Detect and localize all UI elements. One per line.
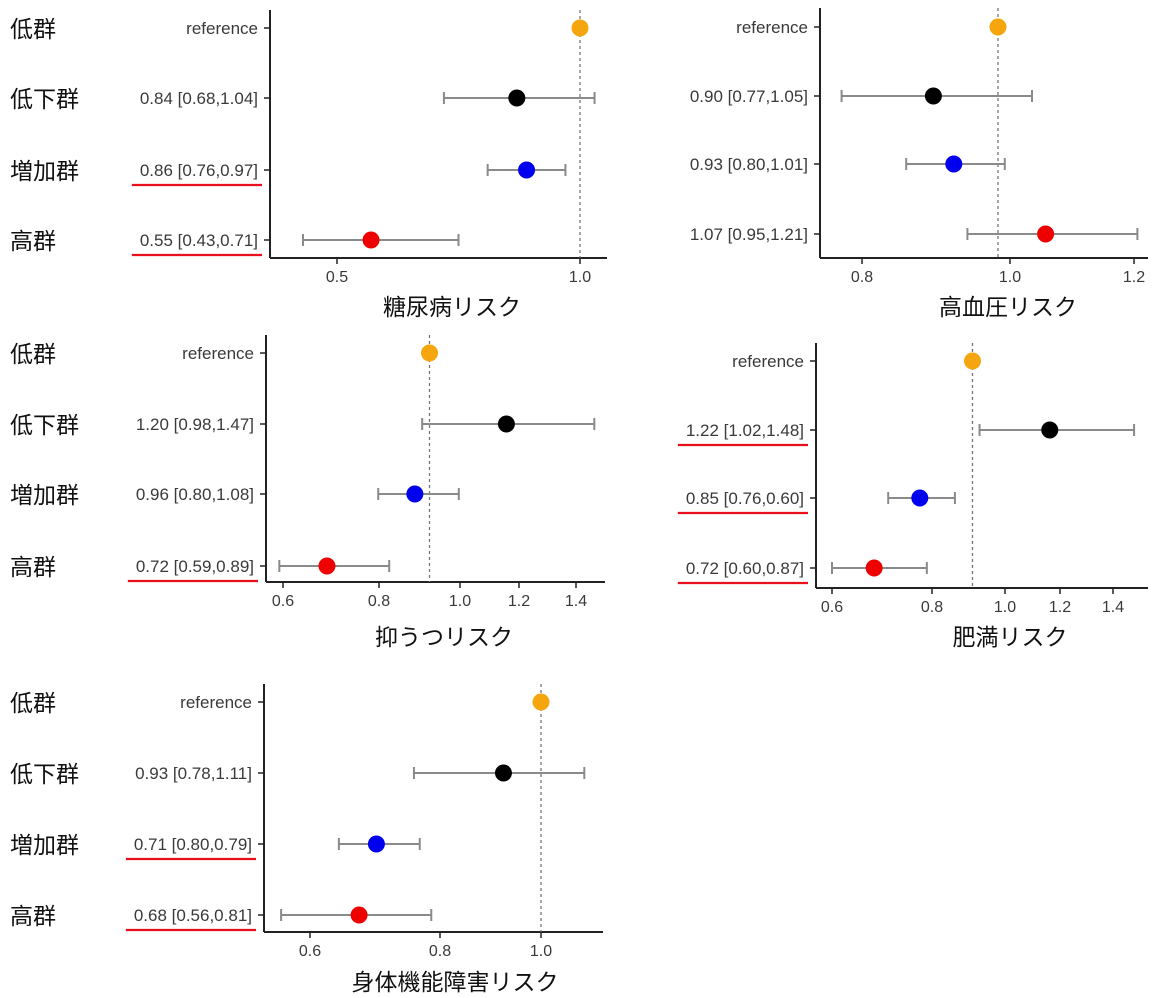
- row-label: 0.55 [0.43,0.71]: [140, 231, 258, 250]
- group-label: 低群: [10, 342, 56, 368]
- x-tick-label: 1.2: [508, 593, 530, 610]
- group-label: 低下群: [10, 762, 79, 788]
- point-estimate: [421, 344, 438, 362]
- point-estimate: [924, 87, 942, 105]
- point-estimate: [1037, 225, 1055, 243]
- x-tick-label: 1.2: [1049, 599, 1071, 616]
- group-label: 高群: [10, 904, 56, 930]
- point-estimate: [964, 352, 981, 370]
- x-axis-title: 肥満リスク: [953, 625, 1068, 651]
- point-estimate: [362, 231, 380, 249]
- row-label: 0.72 [0.60,0.87]: [686, 559, 804, 578]
- group-label: 高群: [10, 555, 56, 581]
- row-label: reference: [736, 18, 808, 37]
- x-tick-label: 0.6: [299, 943, 321, 960]
- point-estimate: [508, 89, 526, 107]
- point-estimate: [989, 18, 1007, 36]
- x-tick-label: 1.0: [530, 943, 552, 960]
- group-label: 増加群: [10, 833, 79, 859]
- group-label: 増加群: [10, 483, 79, 509]
- point-estimate: [350, 906, 368, 924]
- x-tick-label: 0.6: [821, 599, 843, 616]
- point-estimate: [494, 764, 512, 782]
- point-estimate: [1041, 421, 1059, 439]
- x-tick-label: 0.8: [429, 943, 451, 960]
- row-label: 0.86 [0.76,0.97]: [140, 161, 258, 180]
- x-axis-title: 抑うつリスク: [375, 625, 513, 651]
- x-tick-label: 1.0: [999, 269, 1021, 286]
- group-label: 低下群: [10, 413, 79, 439]
- x-axis-title: 高血圧リスク: [939, 295, 1077, 321]
- x-axis-title: 糖尿病リスク: [383, 295, 521, 321]
- forest-panel-5: 0.6 0.8 1.0 身体機能障害リスク reference 低群 0.93 [0.78,…: [10, 684, 603, 996]
- row-label: reference: [180, 693, 252, 712]
- row-label: reference: [182, 344, 254, 363]
- point-estimate: [318, 557, 336, 575]
- row-label: 0.71 [0.80,0.79]: [134, 835, 252, 854]
- row-label: 0.96 [0.80,1.08]: [136, 485, 254, 504]
- row-label: 0.93 [0.78,1.11]: [135, 764, 252, 783]
- group-label: 低群: [10, 17, 56, 43]
- forest-panel-1: 0.5 1.0 糖尿病リスク reference 低群 0.84 [0.68,1.04] 低…: [10, 10, 607, 321]
- group-label: 高群: [10, 229, 56, 255]
- row-label: 1.22 [1.02,1.48]: [686, 421, 804, 440]
- row-label: reference: [186, 19, 258, 38]
- row-label: 1.20 [0.98,1.47]: [136, 415, 254, 434]
- point-estimate: [911, 489, 929, 507]
- row-label: 0.72 [0.59,0.89]: [136, 557, 254, 576]
- x-axis-title: 身体機能障害リスク: [352, 970, 559, 996]
- point-estimate: [865, 559, 883, 577]
- forest-panel-4: 0.6 0.8 1.0 1.2 1.4 肥満リスク reference 1.22 [1.02,…: [677, 343, 1148, 651]
- x-tick-label: 1.4: [1102, 599, 1124, 616]
- point-estimate: [571, 19, 589, 37]
- x-tick-label: 0.5: [326, 269, 348, 286]
- group-label: 増加群: [10, 159, 79, 185]
- point-estimate: [532, 693, 550, 711]
- x-tick-label: 1.4: [565, 593, 587, 610]
- row-label: 0.93 [0.80,1.01]: [690, 155, 808, 174]
- x-tick-label: 1.0: [994, 599, 1016, 616]
- row-label: 0.68 [0.56,0.81]: [134, 906, 252, 925]
- group-label: 低下群: [10, 87, 79, 113]
- x-tick-label: 1.0: [569, 269, 591, 286]
- row-label: 0.84 [0.68,1.04]: [140, 89, 258, 108]
- forest-panel-2: 0.8 1.0 1.2 高血圧リスク reference 0.90 [0.77,1.05]…: [690, 8, 1148, 321]
- point-estimate: [497, 415, 515, 433]
- x-tick-label: 0.6: [272, 593, 294, 610]
- x-tick-label: 1.2: [1123, 269, 1145, 286]
- row-label: 0.90 [0.77,1.05]: [690, 87, 808, 106]
- row-label: reference: [732, 352, 804, 371]
- row-label: 0.85 [0.76,0.60]: [686, 489, 804, 508]
- x-tick-label: 0.8: [921, 599, 943, 616]
- group-label: 低群: [10, 691, 56, 717]
- x-tick-label: 1.0: [449, 593, 471, 610]
- point-estimate: [367, 835, 385, 853]
- point-estimate: [406, 485, 424, 503]
- forest-panel-3: 0.6 0.8 1.0 1.2 1.4 抑うつリスク reference 低群 1.20 [0.…: [10, 335, 605, 651]
- x-tick-label: 0.8: [851, 269, 873, 286]
- point-estimate: [518, 161, 536, 179]
- point-estimate: [945, 155, 963, 173]
- x-tick-label: 0.8: [368, 593, 390, 610]
- row-label: 1.07 [0.95,1.21]: [690, 225, 808, 244]
